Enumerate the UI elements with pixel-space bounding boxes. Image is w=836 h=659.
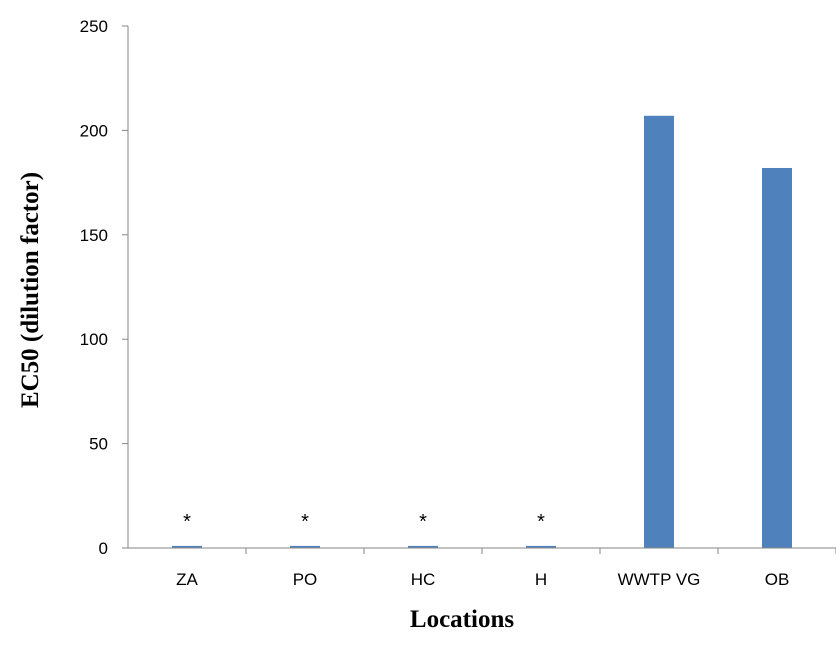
y-tick-label: 250 [80,17,108,36]
bar [526,545,556,548]
y-tick-label: 200 [80,121,108,140]
significance-marker: * [183,511,191,533]
y-tick-label: 0 [99,539,108,558]
bar [408,545,438,548]
y-axis-title: EC50 (dilution factor) [17,172,44,408]
x-axis-tick-labels: ZA PO HC H WWTP VG OB [176,548,836,589]
significance-marker: * [537,511,545,533]
x-tick-label: H [535,570,547,589]
significance-marker: * [301,511,309,533]
significance-marker: * [419,511,427,533]
y-tick-label: 150 [80,226,108,245]
y-axis-ticks: 0 50 100 150 200 250 [80,17,128,558]
bar-annotations: * * * * [183,511,545,533]
x-tick-label: ZA [176,570,198,589]
x-axis-title: Locations [410,606,514,633]
x-tick-label: PO [293,570,318,589]
bar [290,545,320,548]
bars [172,115,792,548]
x-tick-label: HC [411,570,436,589]
bar [172,545,202,548]
y-tick-label: 100 [80,330,108,349]
y-tick-label: 50 [89,435,108,454]
bar [644,115,674,548]
bar [762,167,792,548]
x-tick-label: WWTP VG [618,570,701,589]
x-tick-label: OB [765,570,790,589]
